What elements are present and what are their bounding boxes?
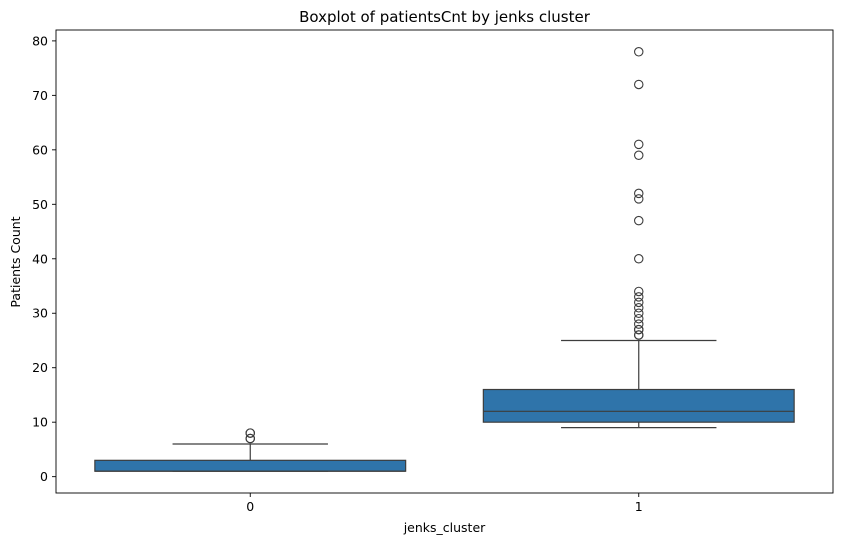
y-tick-label: 80 (32, 33, 48, 48)
outlier-point (245, 433, 256, 444)
y-tick-label: 60 (32, 142, 48, 157)
outlier-point (633, 194, 644, 204)
x-axis-title: jenks_cluster (403, 520, 486, 535)
chart-title: Boxplot of patientsCnt by jenks cluster (299, 8, 591, 26)
plot-area-frame (55, 29, 834, 494)
y-axis: 0 10 20 30 40 50 60 70 80 (32, 33, 56, 484)
outlier-point (633, 319, 644, 329)
outlier-point (245, 428, 256, 438)
y-axis-title: Patients Count (8, 216, 23, 307)
outlier-point (633, 324, 644, 335)
y-tick-label: 40 (32, 251, 48, 266)
box-group-0 (94, 428, 407, 472)
outlier-point (633, 330, 644, 340)
outlier-point (633, 308, 644, 318)
outlier-point (633, 139, 644, 150)
outlier-point (633, 313, 644, 324)
outlier-point (633, 79, 644, 90)
y-tick-label: 20 (32, 360, 48, 375)
iqr-box (482, 388, 795, 423)
x-tick-label: 1 (635, 499, 643, 514)
y-tick-label: 70 (32, 88, 48, 103)
box-group-1 (482, 47, 795, 429)
y-tick-label: 50 (32, 197, 48, 212)
y-tick-label: 0 (40, 469, 48, 484)
outlier-point (633, 150, 644, 161)
boxes-group (94, 47, 795, 472)
outlier-point (633, 292, 644, 302)
iqr-box (94, 459, 407, 472)
outlier-point (633, 188, 644, 199)
outlier-point (633, 215, 644, 226)
y-tick-label: 30 (32, 306, 48, 321)
y-tick-label: 10 (32, 415, 48, 430)
x-tick-label: 0 (246, 499, 254, 514)
outlier-point (633, 286, 644, 297)
outlier-point (633, 254, 644, 264)
outlier-point (633, 297, 644, 308)
outlier-point (633, 47, 644, 57)
outlier-point (633, 303, 644, 313)
